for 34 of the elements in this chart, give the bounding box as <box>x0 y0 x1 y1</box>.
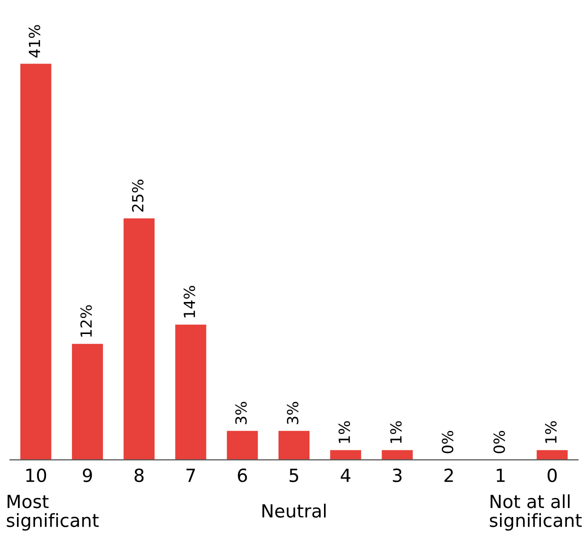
text: Most significant <box>6 494 99 531</box>
data-label: 12% <box>80 305 92 337</box>
data-label: 3% <box>286 402 298 424</box>
x-tick-label: 10 <box>26 468 46 482</box>
bar <box>382 450 413 460</box>
data-label: 0% <box>442 430 454 454</box>
x-tick-label: 6 <box>238 468 247 482</box>
x-tick-label: 4 <box>340 468 350 482</box>
text: Not at all significant <box>490 494 582 531</box>
bar <box>278 430 310 460</box>
bar <box>536 450 568 460</box>
data-label: 1% <box>390 421 402 443</box>
x-tick-label: 1 <box>496 468 505 482</box>
bar <box>72 344 103 460</box>
data-label: 41% <box>28 25 40 58</box>
bar <box>175 324 206 460</box>
x-tick-label: 8 <box>134 468 144 482</box>
data-label: 0% <box>493 430 505 454</box>
bar <box>330 450 362 460</box>
data-label: 1% <box>338 421 350 443</box>
data-label: 25% <box>132 180 144 212</box>
bar <box>20 64 52 460</box>
x-tick-label: 9 <box>82 468 92 482</box>
x-tick-label: 3 <box>392 468 402 482</box>
x-tick-label: 2 <box>444 468 453 482</box>
data-label: 14% <box>184 286 196 318</box>
data-label: 3% <box>235 402 247 424</box>
text: Neutral <box>262 504 326 518</box>
bar <box>226 430 258 460</box>
data-label: 1% <box>545 421 557 443</box>
x-tick-label: 5 <box>290 468 298 482</box>
bar <box>124 218 155 460</box>
x-tick-label: 0 <box>548 468 557 482</box>
x-tick-label: 7 <box>186 468 195 482</box>
